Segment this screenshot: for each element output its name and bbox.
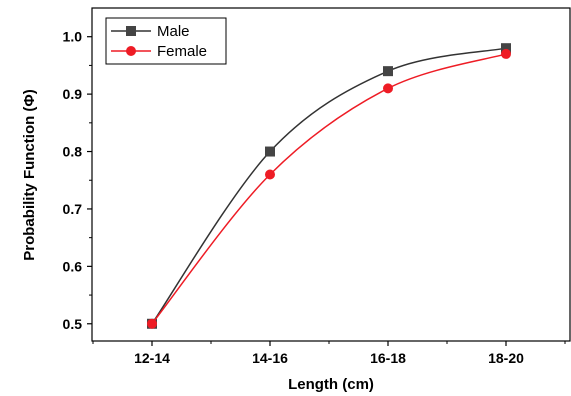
y-tick-label-5: 1.0 xyxy=(63,29,83,45)
plot-frame xyxy=(91,7,571,342)
legend-marker-male xyxy=(126,26,136,36)
y-tick-label-2: 0.7 xyxy=(63,201,83,217)
point-male-1 xyxy=(265,146,275,157)
y-axis: 0.5 0.6 0.7 0.8 0.9 1.0 xyxy=(63,29,92,332)
y-tick-label-4: 0.9 xyxy=(63,86,83,102)
legend-box xyxy=(105,17,227,65)
x-tick-label-2: 16-18 xyxy=(370,350,406,366)
y-tick-label-0: 0.5 xyxy=(63,316,83,332)
legend-label-male: Male xyxy=(157,23,190,40)
point-female-1 xyxy=(265,169,275,180)
point-female-2 xyxy=(383,83,393,94)
x-tick-label-3: 18-20 xyxy=(488,350,524,366)
legend-label-female: Female xyxy=(157,43,207,60)
point-female-3 xyxy=(501,48,511,59)
x-axis-title: Length (cm) xyxy=(288,376,374,393)
x-tick-label-1: 14-16 xyxy=(252,350,288,366)
point-male-3 xyxy=(501,43,511,54)
point-male-2 xyxy=(383,66,393,77)
y-axis-title: Probability Function (Φ) xyxy=(21,89,38,260)
x-tick-label-0: 12-14 xyxy=(134,350,170,366)
y-tick-label-1: 0.6 xyxy=(63,258,83,274)
legend: Male Female xyxy=(105,17,227,65)
series-line-male xyxy=(151,47,507,325)
x-axis: 12-14 14-16 16-18 18-20 xyxy=(92,341,566,366)
point-female-0 xyxy=(147,318,157,329)
legend-marker-female xyxy=(126,46,136,56)
series-layer xyxy=(147,43,511,329)
series-line-female xyxy=(151,53,507,325)
y-tick-label-3: 0.8 xyxy=(63,144,83,160)
